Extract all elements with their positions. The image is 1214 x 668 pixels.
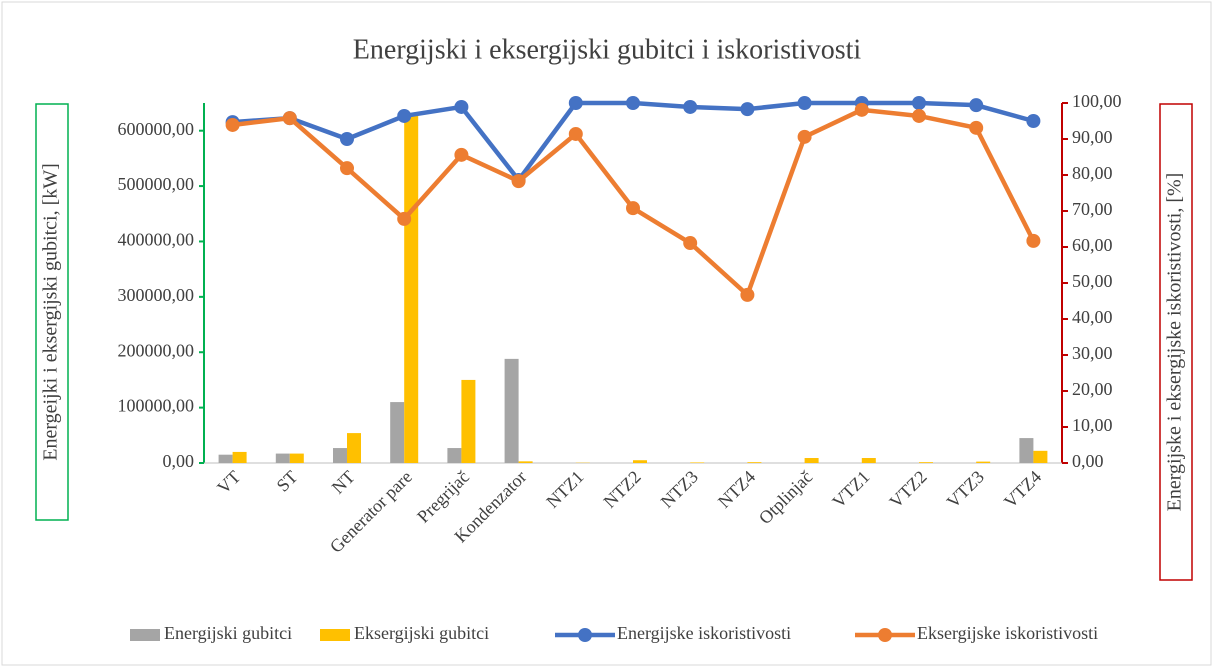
- y2-tick-label: 100,00: [1072, 91, 1122, 111]
- point: [912, 108, 926, 123]
- bar: [633, 460, 647, 463]
- point: [740, 287, 755, 302]
- legend-label: Energijske iskoristivosti: [617, 623, 791, 643]
- y2-tick-label: 50,00: [1072, 271, 1113, 291]
- chart-title: Energijski i eksergijski gubitci i iskor…: [353, 34, 862, 65]
- legend-label: Eksergijski gubitci: [354, 623, 489, 643]
- bar: [347, 433, 361, 463]
- legend-swatch: [320, 629, 350, 641]
- point: [340, 132, 354, 146]
- y-axis-label: Energeijki i eksergijski gubitci, [kW]: [40, 163, 62, 461]
- legend-marker: [578, 628, 592, 642]
- y2-tick-label: 70,00: [1072, 199, 1113, 219]
- bar: [747, 462, 762, 463]
- bar: [976, 461, 991, 463]
- y2-tick-label: 90,00: [1072, 127, 1113, 147]
- y-tick-label: 300000,00: [118, 285, 195, 305]
- bar: [919, 462, 933, 463]
- point: [568, 96, 583, 110]
- point: [397, 108, 412, 123]
- legend-marker: [878, 628, 892, 642]
- bar: [518, 461, 533, 463]
- y-label-box: [35, 103, 69, 521]
- legend-label: Eksergijske iskoristivosti: [917, 623, 1098, 643]
- bar: [1019, 438, 1034, 463]
- y2-tick-label: 20,00: [1072, 379, 1113, 399]
- y-tick-label: 600000,00: [118, 119, 195, 139]
- y2-tick-label: 0,00: [1072, 451, 1104, 471]
- point: [225, 117, 240, 132]
- point: [397, 211, 412, 226]
- bar: [447, 448, 462, 463]
- point: [626, 96, 640, 110]
- bar: [289, 453, 304, 463]
- point: [626, 201, 640, 216]
- y-tick-label: 0,00: [163, 451, 195, 471]
- y-tick-label: 500000,00: [118, 174, 195, 194]
- bar: [461, 379, 476, 463]
- point: [511, 174, 526, 189]
- point: [797, 129, 812, 144]
- point: [568, 126, 583, 141]
- y2-tick-label: 80,00: [1072, 163, 1113, 183]
- point: [340, 161, 354, 176]
- point: [854, 102, 869, 117]
- bar: [218, 454, 233, 463]
- point: [1026, 114, 1041, 128]
- point: [454, 147, 469, 162]
- point: [969, 120, 984, 135]
- bar: [390, 402, 405, 463]
- bar: [404, 114, 419, 464]
- legend-swatch: [130, 629, 160, 641]
- y2-tick-label: 40,00: [1072, 307, 1113, 327]
- point: [282, 111, 297, 126]
- y-tick-label: 400000,00: [118, 230, 195, 250]
- y-tick-label: 200000,00: [118, 340, 195, 360]
- bar: [861, 458, 876, 463]
- point: [797, 96, 812, 110]
- point: [454, 99, 469, 114]
- point: [740, 102, 755, 117]
- bar: [333, 448, 347, 463]
- y-tick-label: 100000,00: [118, 396, 195, 416]
- legend-label: Energijski gubitci: [164, 623, 292, 643]
- y2-tick-label: 30,00: [1072, 343, 1113, 363]
- bar: [275, 453, 290, 463]
- point: [683, 236, 698, 251]
- bar: [232, 451, 247, 463]
- point: [969, 98, 984, 113]
- y2-tick-label: 60,00: [1072, 235, 1113, 255]
- y2-tick-label: 10,00: [1072, 415, 1113, 435]
- bar: [690, 462, 705, 463]
- point: [683, 99, 698, 114]
- bar: [504, 358, 519, 463]
- y2-axis-label: Energijske i eksergijske iskoristivosti,…: [1164, 173, 1186, 512]
- bar: [1033, 450, 1048, 463]
- y2-label-box: [1159, 103, 1193, 581]
- bar: [804, 458, 819, 463]
- point: [1026, 233, 1041, 248]
- point: [912, 96, 926, 110]
